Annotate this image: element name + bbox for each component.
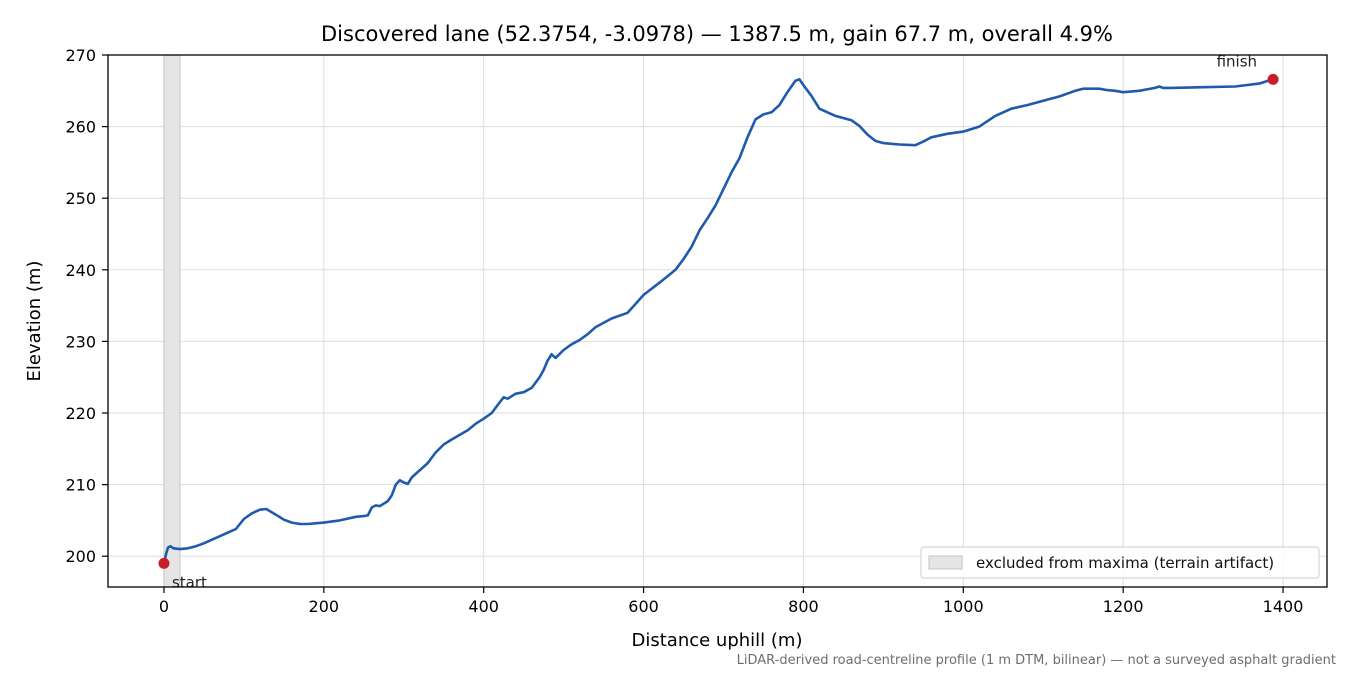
y-axis-label: Elevation (m): [24, 261, 45, 382]
plot-frame: [107, 54, 1328, 588]
finish-marker: [1267, 73, 1279, 85]
legend-swatch: [928, 555, 963, 570]
legend-box: [920, 546, 1320, 579]
legend: excluded from maxima (terrain artifact): [920, 546, 1320, 579]
grid-lines: [108, 54, 1327, 587]
x-tick-label: 1000: [943, 597, 984, 616]
x-tick-label: 0: [159, 597, 169, 616]
y-tick-label: 230: [65, 332, 96, 351]
excluded-band: [163, 54, 181, 588]
y-tick-label: 260: [65, 118, 96, 137]
excluded-region: [163, 54, 181, 588]
y-tick-label: 270: [65, 46, 96, 65]
x-tick-label: 200: [309, 597, 340, 616]
y-tick-label: 210: [65, 476, 96, 495]
y-tick-label: 240: [65, 261, 96, 280]
finish-label: finish: [1217, 52, 1257, 70]
x-tick-label: 1400: [1263, 597, 1304, 616]
x-tick-label: 600: [628, 597, 659, 616]
y-tick-label: 220: [65, 404, 96, 423]
start-label: start: [172, 573, 207, 591]
x-tick-label: 1200: [1103, 597, 1144, 616]
series-layer: [162, 78, 1275, 565]
series-line-0: [162, 78, 1275, 565]
marker-layer: start finish: [158, 52, 1279, 591]
y-tick-label: 200: [65, 547, 96, 566]
y-tick-label: 250: [65, 189, 96, 208]
x-axis-label: Distance uphill (m): [632, 630, 803, 651]
start-marker: [158, 557, 170, 569]
x-tick-label: 400: [468, 597, 499, 616]
footnote: LiDAR-derived road-centreline profile (1…: [737, 653, 1336, 668]
chart-title: Discovered lane (52.3754, -3.0978) — 138…: [321, 22, 1113, 46]
legend-label: excluded from maxima (terrain artifact): [976, 554, 1274, 572]
x-tick-label: 800: [788, 597, 819, 616]
axes: 0 200 400 600 800 1000 1200 1400 200 210 220 230 240…: [65, 46, 1328, 616]
